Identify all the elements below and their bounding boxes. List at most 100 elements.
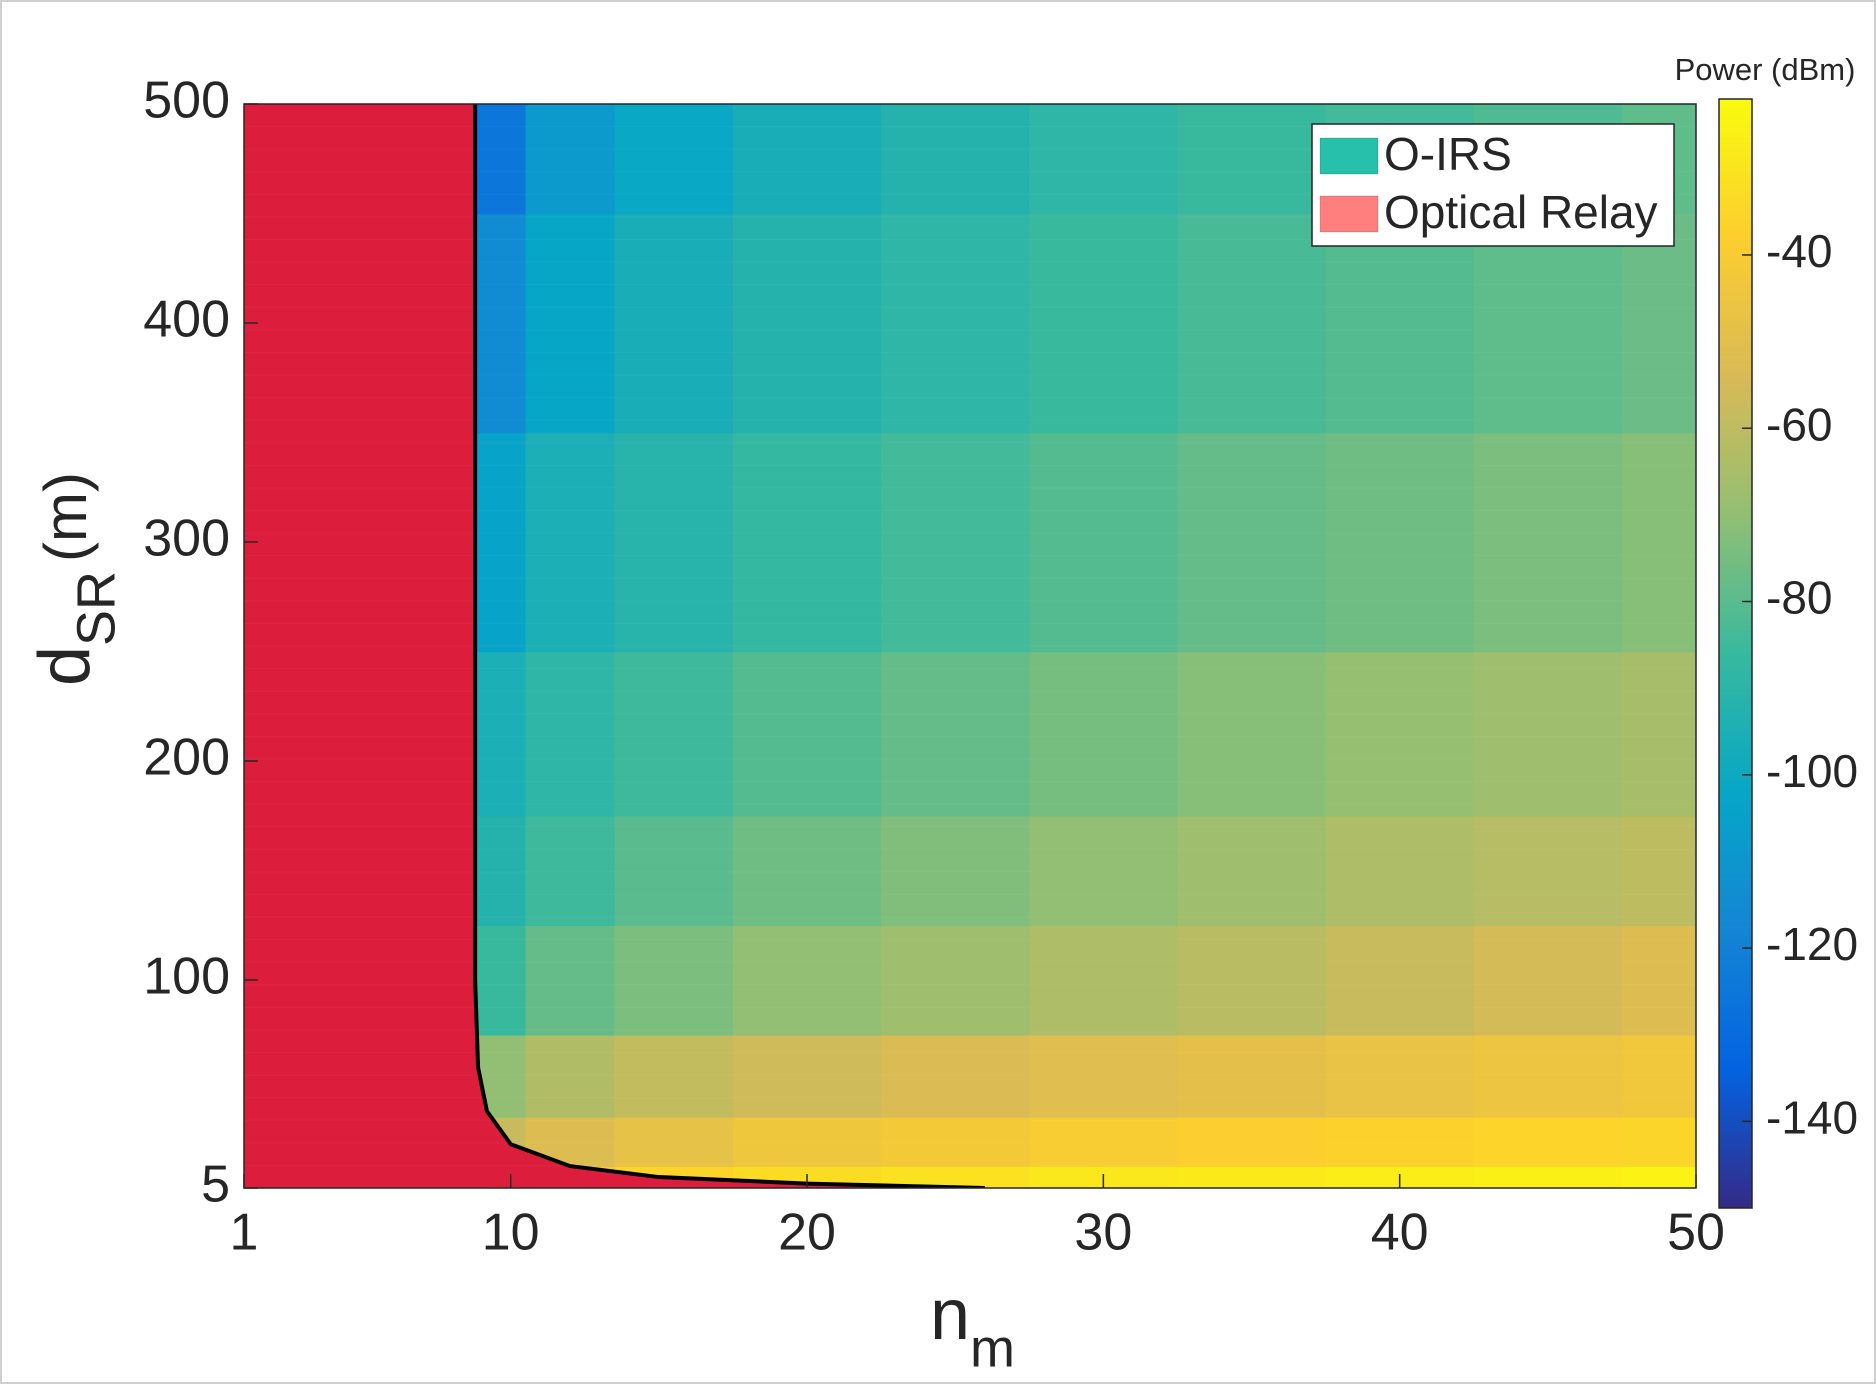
heatmap-cell [1473, 1034, 1623, 1118]
heatmap-cell [1029, 1034, 1179, 1118]
heatmap-cell [1029, 104, 1179, 215]
heatmap-cell [1177, 104, 1327, 215]
heatmap-cell [1177, 213, 1327, 434]
x-tick-label: 20 [778, 1204, 836, 1262]
optical-relay-region [244, 104, 985, 1188]
heatmap-cell [525, 104, 616, 215]
heatmap-cell [614, 213, 734, 434]
legend-label: Optical Relay [1384, 186, 1658, 238]
heatmap-cell [614, 651, 734, 817]
colorbar-tick-label: -80 [1766, 572, 1832, 624]
heatmap-cell [1325, 213, 1475, 434]
heatmap-cell [1177, 1166, 1327, 1188]
heatmap-cell [1621, 1034, 1696, 1118]
heatmap-cell [732, 1034, 882, 1118]
heatmap-cell [881, 1166, 1031, 1188]
heatmap-cell [1621, 925, 1696, 1036]
boundary-line [473, 104, 985, 1188]
legend-label: O-IRS [1384, 128, 1512, 180]
heatmap-cell [1621, 432, 1696, 653]
heatmap-cell [732, 104, 882, 215]
heatmap-cell [1621, 815, 1696, 927]
heatmap-cell [732, 925, 882, 1036]
heatmap-cell [1177, 651, 1327, 817]
heatmap-cell [1325, 1034, 1475, 1118]
heatmap-cell [732, 651, 882, 817]
heatmap-cell [1621, 651, 1696, 817]
colorbar-tick-label: -140 [1766, 1092, 1858, 1144]
heatmap-cell [525, 925, 616, 1036]
heatmap-cell [614, 925, 734, 1036]
x-axis-label: n [930, 1275, 970, 1355]
heatmap-cell [1473, 815, 1623, 927]
heatmap-cell [1325, 925, 1475, 1036]
heatmap-cell [1029, 815, 1179, 927]
heatmap-cell [525, 213, 616, 434]
heatmap-cell [614, 104, 734, 215]
y-tick-label: 500 [143, 72, 230, 130]
heatmap-cell [881, 1116, 1031, 1167]
heatmap-cell [1473, 651, 1623, 817]
heatmap-cell [525, 432, 616, 653]
heatmap-cell [1325, 432, 1475, 653]
heatmap-cell [881, 815, 1031, 927]
heatmap-cell [1325, 815, 1475, 927]
heatmap-cell [1473, 432, 1623, 653]
heatmap-cell [1029, 1116, 1179, 1167]
heatmap-cell [525, 1034, 616, 1118]
heatmap-cell [732, 432, 882, 653]
y-axis-label: d SR (m) [25, 472, 126, 686]
heatmap-cell [732, 1116, 882, 1167]
x-axis-label-subscript: m [970, 1318, 1015, 1378]
x-tick-label: 1 [230, 1204, 259, 1262]
heatmap-cell [1473, 1166, 1623, 1188]
heatmap-cell [1473, 1116, 1623, 1167]
y-tick-label: 5 [201, 1156, 230, 1214]
heatmap-cell [525, 815, 616, 927]
heatmap-cell [881, 925, 1031, 1036]
colorbar [1718, 98, 1753, 1209]
heatmap-cell [1029, 432, 1179, 653]
heatmap-cell [1621, 1166, 1696, 1188]
heatmap-cell [614, 1116, 734, 1167]
y-axis-label-main: d [25, 646, 105, 686]
heatmap-cell [525, 651, 616, 817]
heatmap-cell [1621, 1116, 1696, 1167]
heatmap-cell [614, 815, 734, 927]
heatmap-cell [1621, 213, 1696, 434]
colorbar-tick-label: -60 [1766, 398, 1832, 450]
heatmap-cell [881, 651, 1031, 817]
heatmap-cell [1177, 432, 1327, 653]
heatmap-cell [1029, 213, 1179, 434]
legend-swatch [1319, 137, 1379, 175]
heatmap-cell [1177, 815, 1327, 927]
legend-swatch [1319, 195, 1379, 233]
x-tick-label: 30 [1074, 1204, 1132, 1262]
x-tick-label: 10 [482, 1204, 540, 1262]
y-axis-label-unit: (m) [32, 472, 99, 562]
heatmap-cell [1473, 925, 1623, 1036]
colorbar-tick-label: -100 [1766, 745, 1858, 797]
heatmap-cell [1029, 651, 1179, 817]
heatmap-cell [1177, 1034, 1327, 1118]
y-tick-label: 300 [143, 510, 230, 568]
heatmap-cell [614, 432, 734, 653]
heatmap-cell [881, 213, 1031, 434]
x-tick-label: 50 [1667, 1204, 1725, 1262]
colorbar-tick-label: -120 [1766, 918, 1858, 970]
axes-box [243, 103, 1697, 1189]
y-tick-label: 100 [143, 948, 230, 1006]
heatmap-cell [881, 432, 1031, 653]
heatmap-cell [881, 1034, 1031, 1118]
heatmap-cell [1325, 1116, 1475, 1167]
heatmap-cell [1473, 213, 1623, 434]
heatmap-cell [1177, 1116, 1327, 1167]
heatmap-cell [1325, 651, 1475, 817]
heatmap-cell [1177, 925, 1327, 1036]
colorbar-tick-label: -40 [1766, 225, 1832, 277]
heatmap-cell [732, 815, 882, 927]
y-tick-label: 400 [143, 291, 230, 349]
y-axis-label-subscript: SR [66, 571, 126, 646]
